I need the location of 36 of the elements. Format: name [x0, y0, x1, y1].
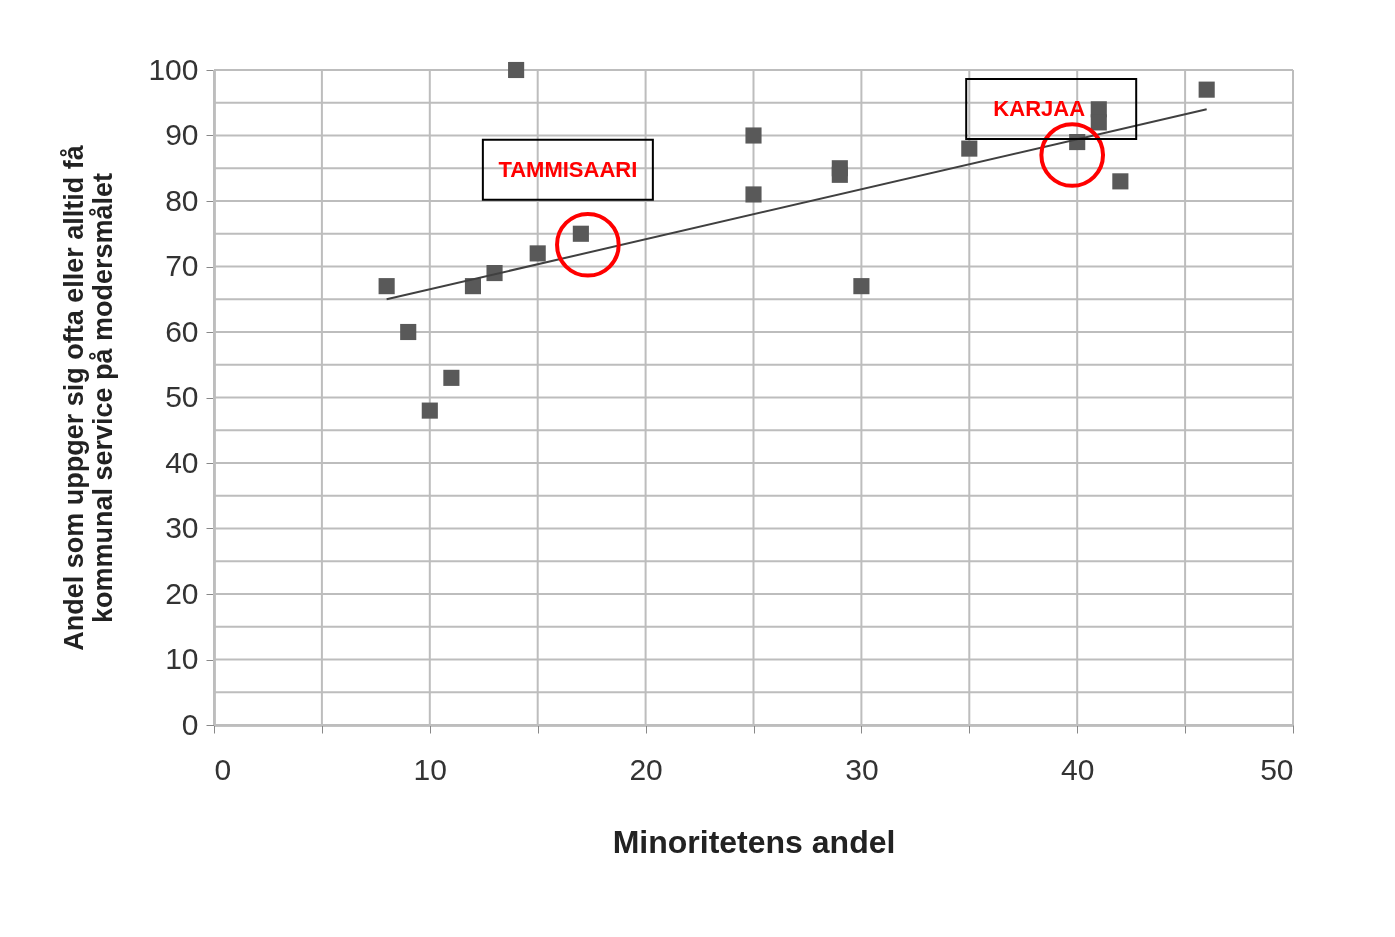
point — [745, 186, 762, 203]
point — [1198, 81, 1215, 98]
x-axis-title: Minoritetens andel — [612, 823, 896, 860]
point — [831, 166, 848, 183]
y-tick-label: 50 — [165, 380, 199, 413]
point — [378, 278, 395, 295]
y-axis-title: Andel som uppger sig ofta eller alltid få kommunal service på modersmålet — [59, 144, 119, 651]
y-tick-label: 60 — [165, 314, 199, 348]
y-tick-label: 70 — [165, 249, 199, 282]
point — [1090, 114, 1107, 131]
annotation: TAMMISAARI — [498, 156, 638, 182]
y-tick-label: 40 — [165, 445, 199, 479]
point — [1112, 173, 1129, 190]
y-tick-label: 100 — [148, 52, 199, 86]
point — [400, 323, 417, 341]
annotation: KARJAA — [993, 96, 1086, 122]
y-tick-label: 10 — [165, 642, 199, 675]
y-tick-label: 20 — [165, 576, 199, 610]
point — [508, 61, 525, 79]
point — [421, 402, 438, 419]
x-tick-label: 40 — [1061, 752, 1095, 786]
y-tick-label: 90 — [165, 118, 199, 151]
x-tick-label: 50 — [1260, 752, 1294, 786]
x-tick-label: 10 — [413, 752, 447, 786]
x-tick-label: 20 — [629, 752, 663, 786]
y-tick-label: 80 — [165, 183, 199, 217]
point — [443, 369, 460, 386]
point — [961, 140, 978, 157]
y-tick-label: 0 — [181, 707, 199, 741]
point — [853, 278, 870, 295]
x-tick-label: 30 — [845, 752, 879, 786]
x-tick-label: 0 — [214, 752, 232, 786]
point — [529, 245, 546, 262]
point — [572, 225, 589, 242]
y-tick-label: 30 — [165, 511, 199, 544]
point — [745, 127, 762, 144]
